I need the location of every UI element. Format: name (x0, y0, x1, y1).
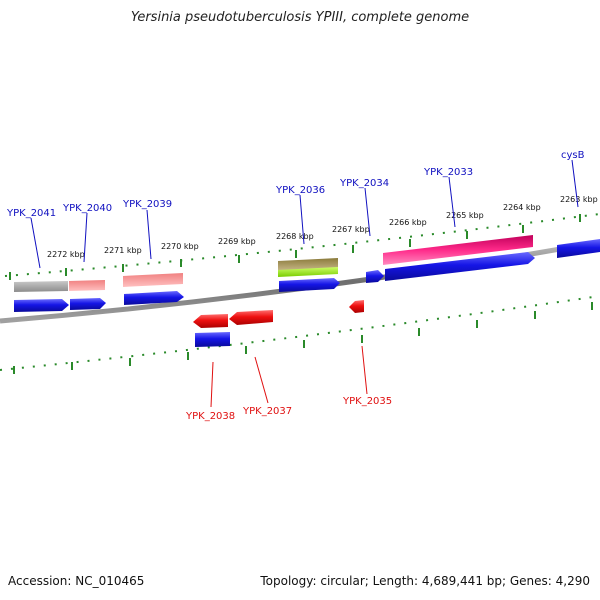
forward-scale-major-ticks (9, 214, 581, 280)
gene-feature-ypk2039[interactable] (123, 273, 183, 287)
scale-label: 2271 kbp (104, 246, 142, 255)
gene-label-ypk2038[interactable]: YPK_2038 (185, 411, 235, 422)
cds-arrow-ypk2038[interactable] (193, 314, 228, 328)
genome-title: Yersinia pseudotuberculosis YPIII, compl… (130, 10, 470, 25)
gene-label-cysb[interactable]: cysB (561, 150, 585, 161)
topology-text: Topology: circular; Length: 4,689,441 bp… (260, 574, 590, 588)
scale-label: 2266 kbp (389, 218, 427, 227)
scale-label: 2270 kbp (161, 242, 199, 251)
forward-label-leaders (30, 159, 579, 269)
scale-label: 2269 kbp (218, 237, 256, 246)
gene-feature-ypk2038[interactable] (195, 332, 230, 347)
scale-label: 2263 kbp (560, 195, 598, 204)
cds-arrow-ypk2040[interactable] (70, 298, 106, 310)
cds-arrow-cysb[interactable] (557, 239, 600, 258)
cds-arrow-ypk2033[interactable] (385, 252, 535, 281)
reverse-label-leaders (210, 345, 368, 408)
gene-label-ypk2041[interactable]: YPK_2041 (6, 208, 56, 219)
scale-label: 2267 kbp (332, 225, 370, 234)
gene-label-ypk2037[interactable]: YPK_2037 (242, 406, 292, 417)
gene-label-ypk2033[interactable]: YPK_2033 (423, 167, 473, 178)
accession-text: Accession: NC_010465 (8, 574, 145, 588)
gene-label-ypk2035[interactable]: YPK_2035 (342, 396, 392, 407)
scale-label: 2268 kbp (276, 232, 314, 241)
gene-feature-ypk2040[interactable] (69, 280, 105, 291)
gene-label-ypk2034[interactable]: YPK_2034 (339, 178, 389, 189)
gene-feature-grey[interactable] (14, 281, 68, 292)
gene-label-ypk2036[interactable]: YPK_2036 (275, 185, 325, 196)
gene-label-ypk2039[interactable]: YPK_2039 (122, 199, 172, 210)
cds-arrow-ypk2036[interactable] (279, 278, 340, 292)
cds-arrow-ypk2041[interactable] (14, 299, 69, 312)
scale-label: 2272 kbp (47, 250, 85, 259)
reverse-scale-major-ticks (13, 302, 593, 374)
cds-arrow-ypk2035[interactable] (349, 300, 364, 313)
gene-feature-ypk2033[interactable] (383, 235, 533, 265)
gene-feature-ypk2036-lime[interactable] (278, 267, 338, 277)
gene-label-ypk2040[interactable]: YPK_2040 (62, 203, 112, 214)
cds-arrow-ypk2039[interactable] (124, 291, 184, 305)
cds-arrow-ypk2037[interactable] (229, 310, 273, 325)
forward-scale-ruler (4, 213, 600, 277)
cds-arrow-ypk2034[interactable] (366, 270, 384, 283)
scale-label: 2264 kbp (503, 203, 541, 212)
scale-label: 2265 kbp (446, 211, 484, 220)
